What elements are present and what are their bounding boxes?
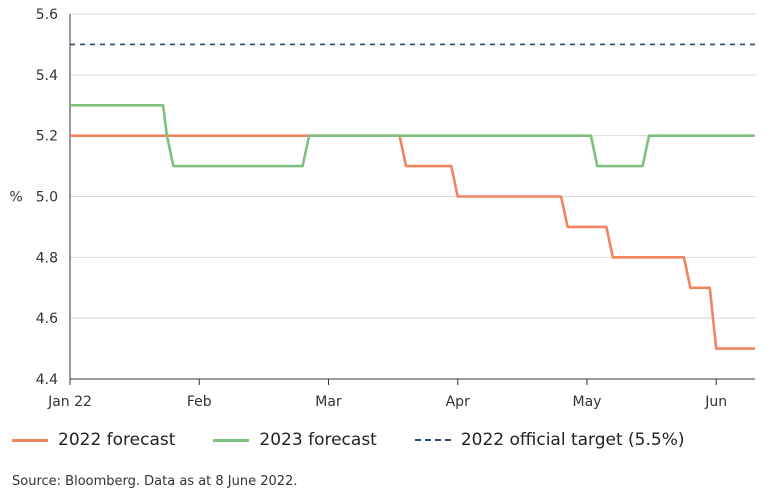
y-tick-label-5.4: 5.4	[36, 68, 58, 84]
line-chart: 4.4 4.6 4.8 5.0 5.2 5.4 5.6 Jan 22 Feb Mar Apr May J…	[9, 7, 755, 410]
legend-swatch-2022-forecast	[12, 438, 48, 442]
legend-item-official-target: 2022 official target (5.5%)	[414, 430, 685, 450]
y-tick-label-5.0: 5.0	[36, 190, 58, 206]
axes	[69, 14, 755, 385]
legend-item-2022-forecast: 2022 forecast	[12, 430, 175, 450]
x-tick-label-5: Jun	[704, 394, 727, 410]
y-tick-label-5.2: 5.2	[36, 129, 58, 145]
y-tick-label-5.6: 5.6	[36, 7, 58, 23]
legend-swatch-2023-forecast	[213, 438, 250, 442]
legend-swatch-official-target	[414, 439, 451, 441]
legend-label-2022-forecast: 2022 forecast	[58, 430, 176, 450]
x-tick-label-2: Mar	[315, 394, 342, 410]
legend-label-official-target: 2022 official target (5.5%)	[460, 430, 685, 450]
series-lines	[70, 43, 755, 350]
series-line-0	[70, 134, 755, 350]
legend-item-2023-forecast: 2023 forecast	[213, 430, 377, 450]
x-tick-label-0: Jan 22	[47, 394, 92, 410]
x-tick-label-3: Apr	[446, 394, 470, 410]
source-note: Source: Bloomberg. Data as at 8 June 202…	[12, 474, 298, 489]
y-tick-label-4.6: 4.6	[36, 311, 58, 327]
series-line-1	[70, 104, 755, 168]
tick-labels: 4.4 4.6 4.8 5.0 5.2 5.4 5.6 Jan 22 Feb Mar Apr May J…	[9, 7, 727, 410]
y-tick-label-4.8: 4.8	[36, 250, 58, 266]
legend-label-2023-forecast: 2023 forecast	[259, 430, 377, 450]
x-tick-label-4: May	[573, 394, 602, 410]
y-tick-label-4.4: 4.4	[36, 372, 58, 388]
y-axis-label: %	[9, 190, 22, 206]
x-tick-label-1: Feb	[187, 394, 212, 410]
legend: 2022 forecast 2023 forecast 2022 officia…	[12, 430, 723, 450]
